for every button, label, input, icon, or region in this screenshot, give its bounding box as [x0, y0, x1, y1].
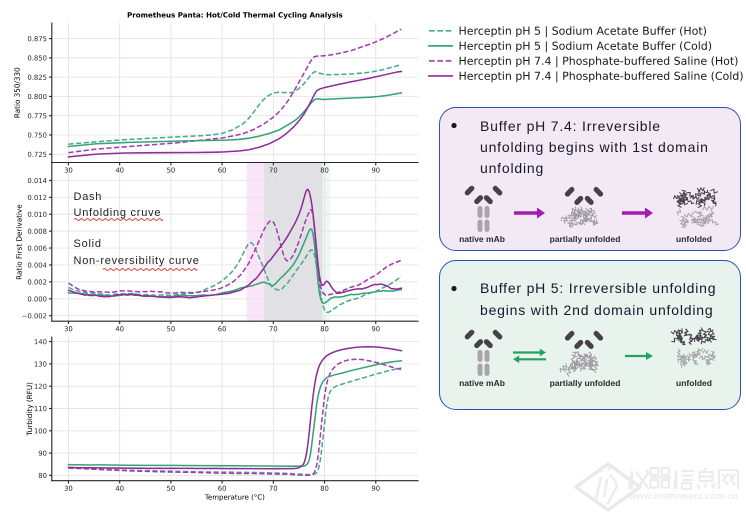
svg-text:www.instrument.com.cn: www.instrument.com.cn: [628, 491, 739, 502]
